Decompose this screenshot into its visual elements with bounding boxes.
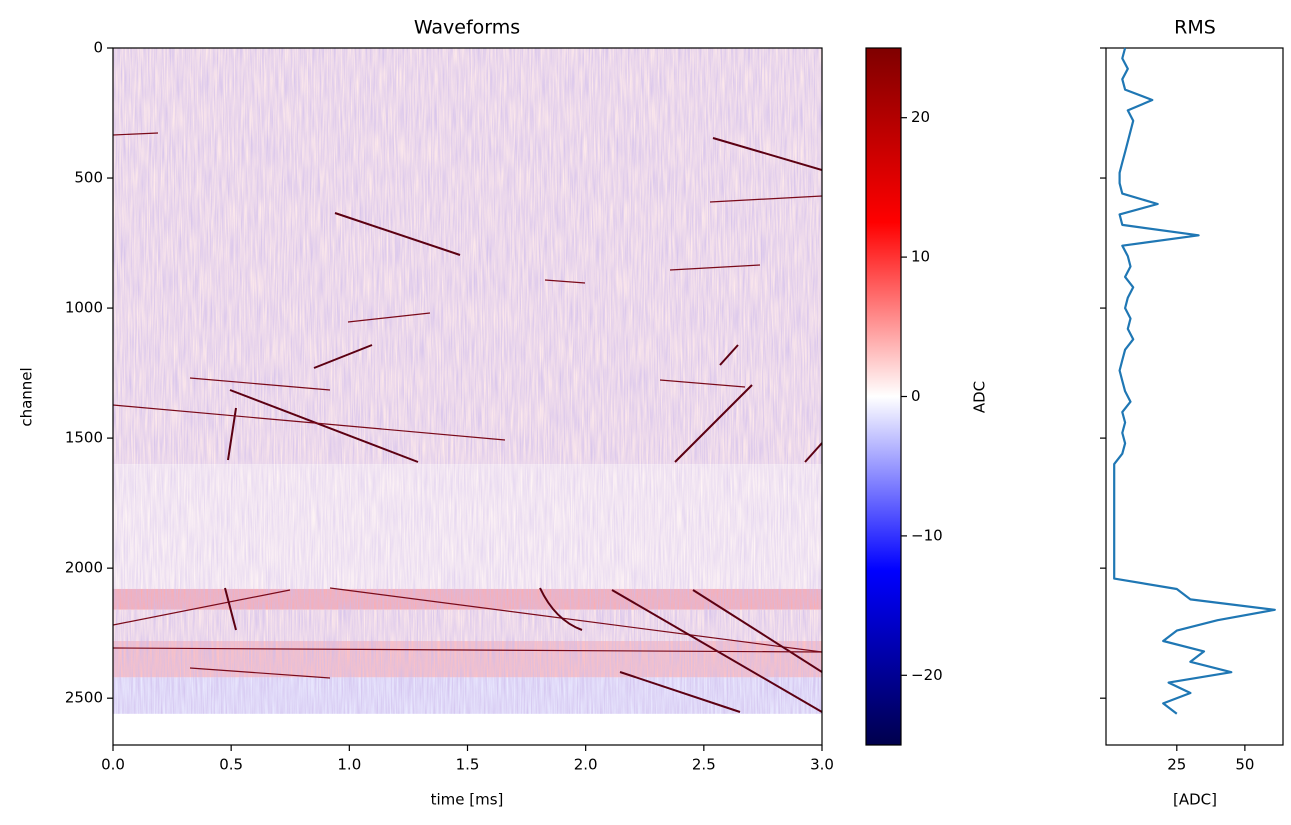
x-tick-label: 2.5 <box>692 756 716 774</box>
x-axis-label: [ADC] <box>1173 791 1217 809</box>
chart-title: RMS <box>1174 17 1216 39</box>
colorbar-tick-label: −20 <box>911 666 943 684</box>
colorbar-tick-label: 20 <box>911 108 930 126</box>
noise-texture <box>113 464 822 589</box>
track <box>313 344 373 369</box>
y-tick-label: 1000 <box>65 299 103 317</box>
colorbar-tick-label: −10 <box>911 526 943 544</box>
track <box>544 279 586 284</box>
noise-texture <box>113 640 822 678</box>
track <box>113 589 291 626</box>
noise-texture <box>113 677 822 714</box>
noise-texture <box>113 588 822 610</box>
x-tick-label: 0.0 <box>101 756 125 774</box>
track <box>113 404 506 441</box>
track <box>719 344 739 366</box>
track <box>709 195 822 203</box>
x-tick-label: 1.5 <box>456 756 480 774</box>
colorbar <box>866 48 901 745</box>
heatmap <box>113 48 822 714</box>
x-tick-label: 3.0 <box>810 756 834 774</box>
track <box>619 671 741 713</box>
y-tick-label: 1500 <box>65 429 103 447</box>
track <box>674 384 753 463</box>
track <box>227 407 237 461</box>
y-tick-label: 2000 <box>65 559 103 577</box>
y-tick-label: 2500 <box>65 689 103 707</box>
track <box>712 137 822 171</box>
x-axis-label: time [ms] <box>431 791 504 809</box>
track <box>804 442 822 463</box>
x-tick-label: 25 <box>1167 756 1186 774</box>
track <box>229 389 419 463</box>
y-tick-label: 0 <box>93 39 103 57</box>
track <box>113 647 822 653</box>
track <box>113 132 159 136</box>
track <box>347 312 431 323</box>
tracks <box>113 132 822 713</box>
track <box>189 377 331 391</box>
colorbar-tick-label: 10 <box>911 248 930 266</box>
y-axis-label: channel <box>18 367 36 426</box>
x-tick-label: 0.5 <box>219 756 243 774</box>
colorbar-tick-label: 0 <box>911 387 921 405</box>
x-tick-label: 1.0 <box>337 756 361 774</box>
y-tick-label: 500 <box>74 169 103 187</box>
colorbar-label: ADC <box>971 381 989 413</box>
track <box>329 587 822 653</box>
chart-title: Waveforms <box>414 17 520 39</box>
track <box>669 264 761 271</box>
x-tick-label: 50 <box>1235 756 1254 774</box>
track <box>539 587 583 631</box>
track <box>334 212 461 256</box>
track <box>224 587 237 631</box>
noise-texture <box>113 609 822 641</box>
track <box>189 667 331 679</box>
track <box>659 379 746 388</box>
rms-line <box>1113 47 1276 715</box>
x-tick-label: 2.0 <box>574 756 598 774</box>
axes-frame <box>1105 47 1284 746</box>
track <box>692 589 822 673</box>
noise-texture <box>113 48 822 465</box>
